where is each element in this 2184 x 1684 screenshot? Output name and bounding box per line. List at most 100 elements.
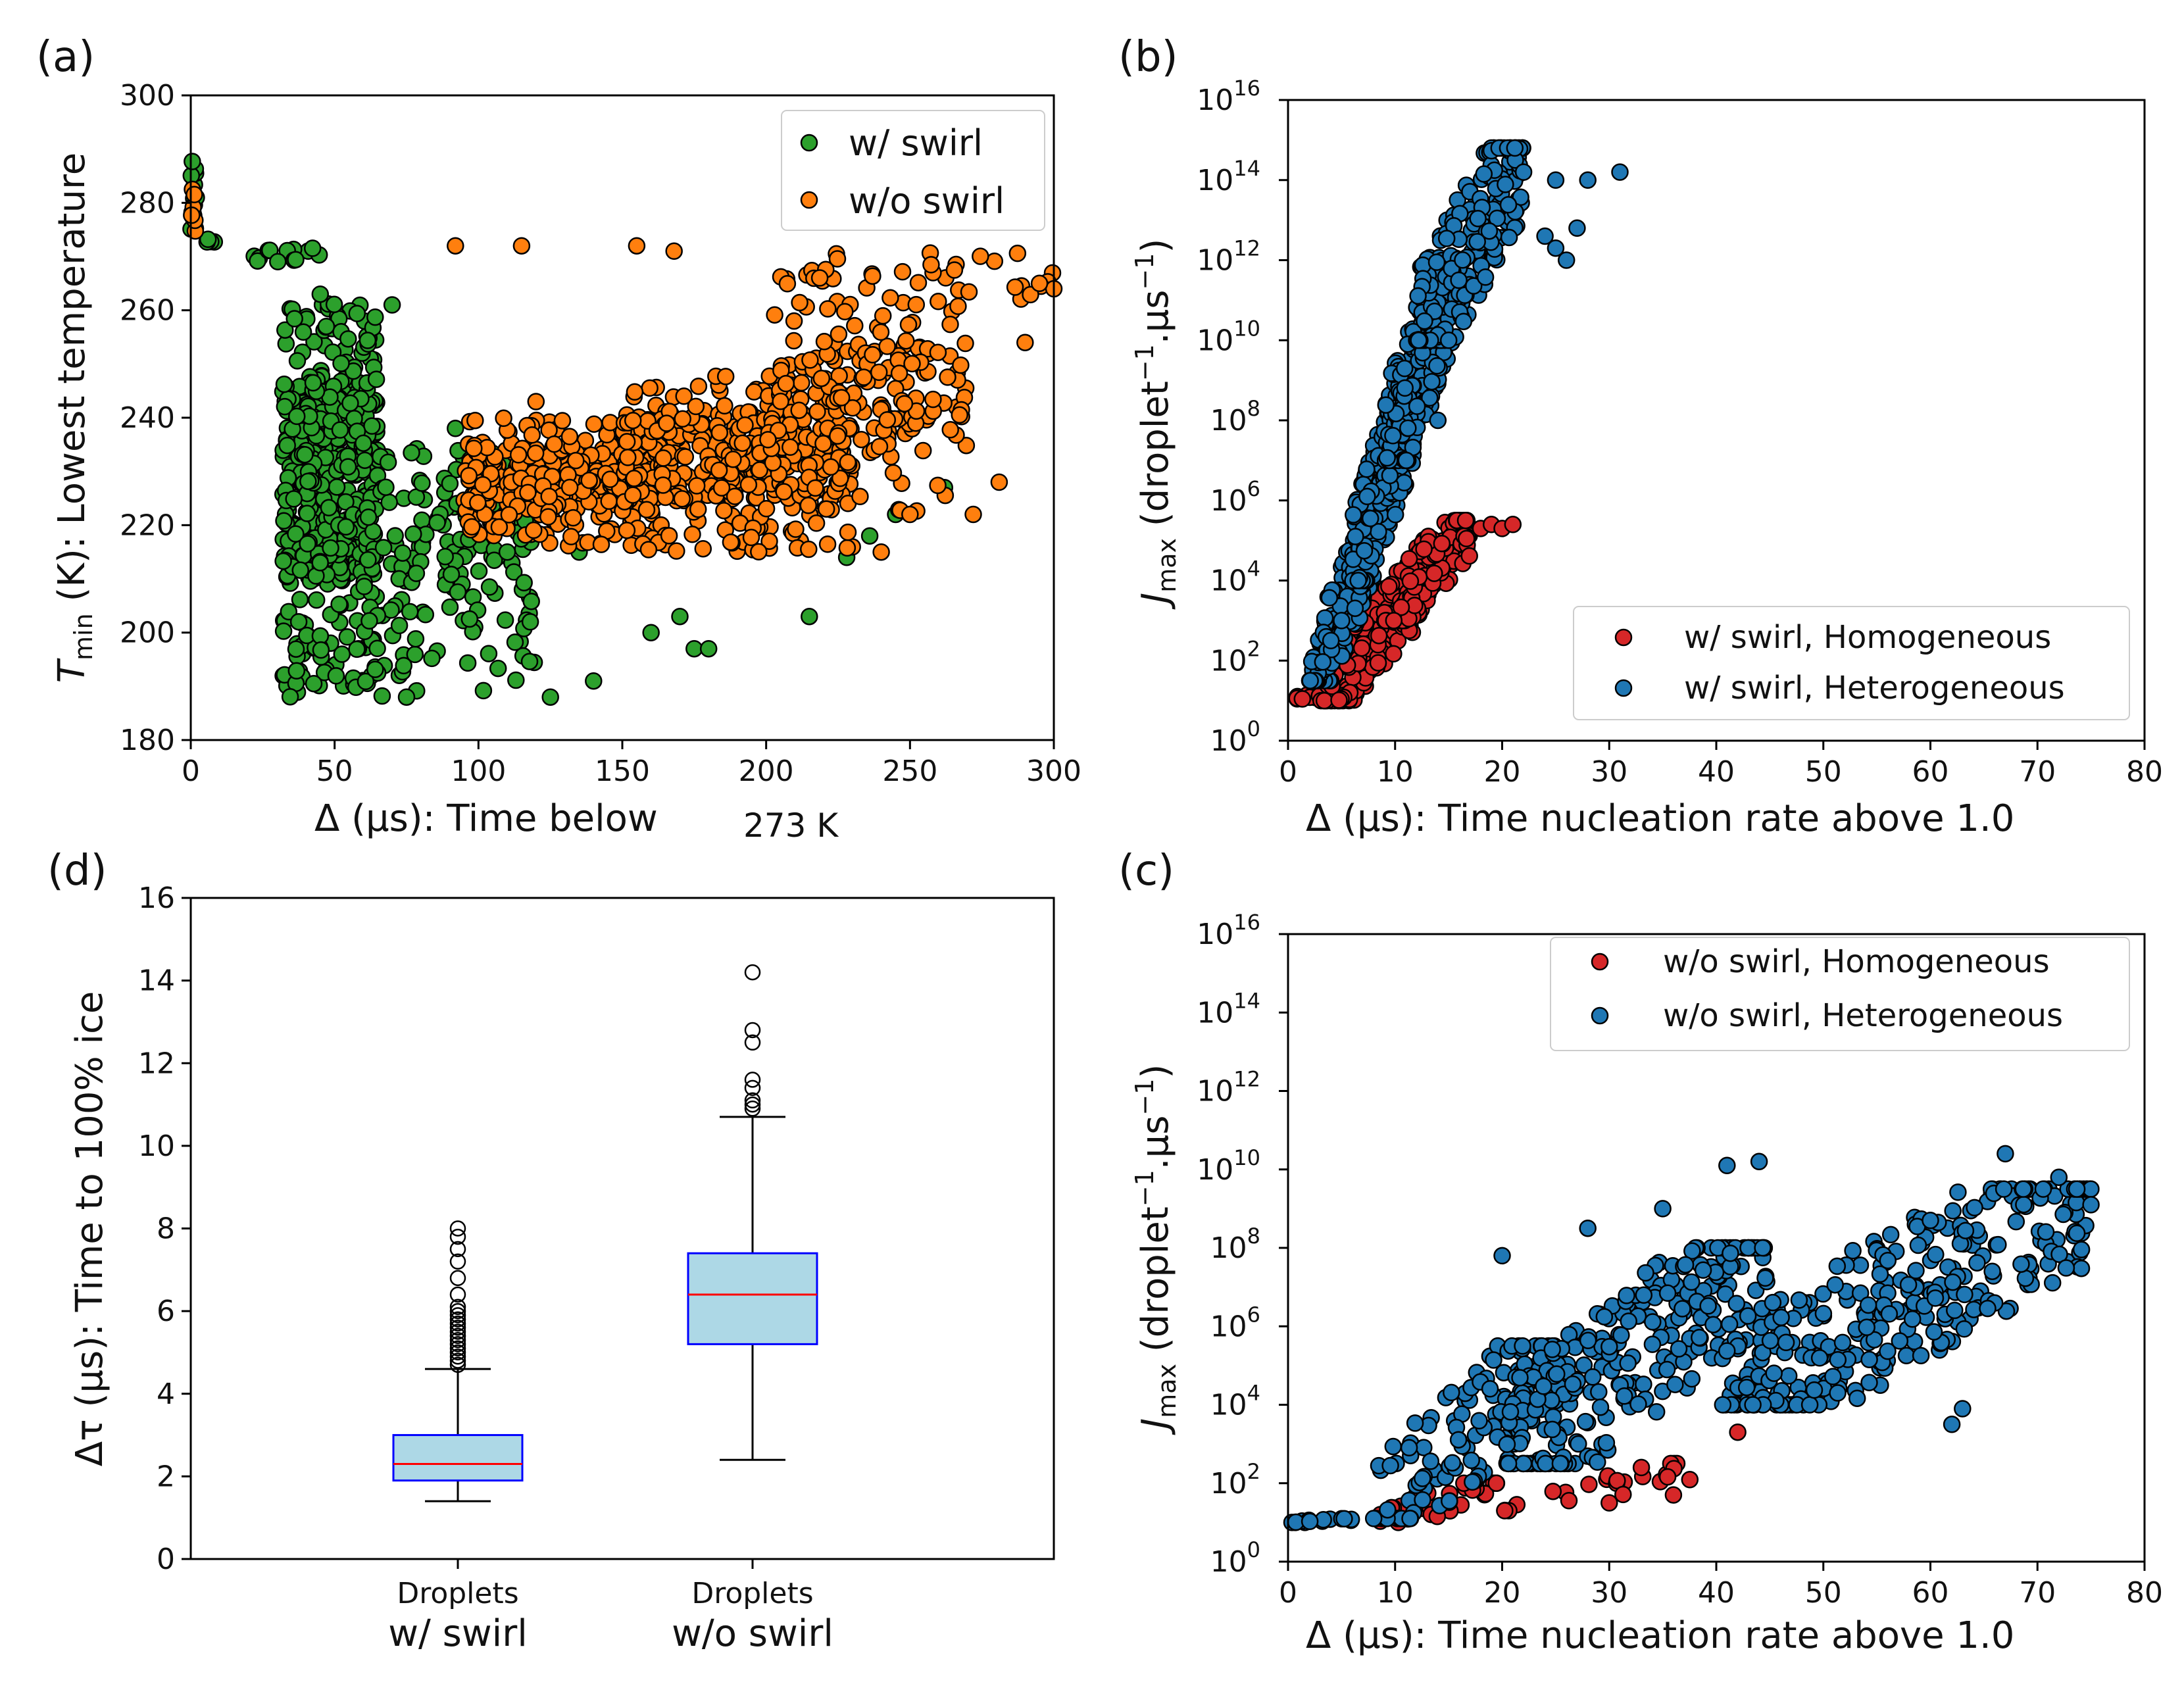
scatter-point	[1979, 1299, 1997, 1318]
scatter-point	[890, 364, 908, 382]
scatter-point	[860, 527, 879, 545]
y-tick-base: 10	[1197, 996, 1233, 1029]
scatter-point	[460, 610, 479, 628]
panel-a-tag: (a)	[36, 33, 95, 82]
scatter-point	[322, 539, 339, 557]
scatter-point	[671, 607, 689, 626]
outlier	[449, 1286, 466, 1303]
scatter-point	[466, 411, 484, 430]
scatter-point	[785, 312, 803, 330]
scatter-point	[298, 505, 316, 522]
scatter-point	[1514, 1337, 1531, 1355]
scatter-point	[1619, 1354, 1637, 1372]
panel-b-plot-area	[1288, 139, 1629, 710]
scatter-point	[1316, 609, 1334, 627]
scatter-point	[1654, 1200, 1672, 1218]
scatter-point	[311, 285, 330, 303]
scatter-point	[355, 578, 373, 595]
scatter-point	[1714, 1396, 1732, 1414]
panel-a-frame	[189, 94, 1055, 741]
scatter-point	[1729, 1423, 1747, 1441]
x-tick-label: 10	[1377, 1576, 1414, 1610]
scatter-point	[1544, 1482, 1562, 1500]
outlier	[449, 1253, 466, 1270]
scatter-point	[1410, 332, 1427, 349]
scatter-point	[1470, 1412, 1488, 1430]
scatter-point	[401, 603, 419, 621]
scatter-point	[739, 476, 758, 494]
scatter-point	[1449, 1431, 1468, 1449]
series-1	[183, 180, 1063, 561]
scatter-point	[1575, 1356, 1593, 1374]
scatter-point	[785, 332, 803, 350]
y-tick-label: 10	[138, 1129, 175, 1163]
scatter-point	[1676, 1256, 1695, 1274]
scatter-point	[1399, 419, 1417, 437]
scatter-point	[1805, 1381, 1824, 1399]
scatter-point	[1381, 1456, 1399, 1475]
scatter-point	[374, 539, 393, 557]
y-tick-exp: 0	[1247, 1537, 1260, 1562]
y-tick-exp: 6	[1247, 1302, 1260, 1327]
scatter-point	[665, 242, 683, 260]
y-tick-base: 10	[1210, 1467, 1247, 1500]
scatter-point	[1949, 1183, 1967, 1201]
scatter-point	[1443, 1383, 1460, 1402]
panel-c: (c) 0 10 20 30 40 50 60 70 80 100102104106108101…	[1118, 847, 2163, 1657]
scatter-point	[348, 640, 366, 658]
scatter-point	[285, 490, 303, 508]
scatter-point	[1421, 389, 1439, 407]
scatter-point	[275, 512, 293, 530]
scatter-point	[1681, 1471, 1699, 1489]
y-tick-label: 200	[120, 616, 175, 650]
scatter-point	[274, 622, 293, 640]
scatter-point	[1008, 244, 1027, 262]
scatter-point	[367, 370, 385, 388]
scatter-point	[1966, 1199, 1983, 1217]
scatter-point	[626, 383, 644, 401]
scatter-point	[601, 470, 619, 488]
y-tick-exp: 16	[1233, 910, 1260, 935]
scatter-point	[831, 469, 849, 487]
scatter-point	[668, 542, 685, 560]
outlier	[449, 1228, 466, 1245]
scatter-point	[839, 523, 857, 541]
scatter-point	[1497, 176, 1514, 193]
scatter-point	[567, 451, 585, 470]
panel-a-ylabel-rest: (K): Lowest temperature	[51, 153, 93, 614]
scatter-point	[853, 430, 870, 449]
y-tick-label: 1012	[1197, 236, 1260, 278]
y-tick-base: 10	[1210, 564, 1247, 598]
outlier	[449, 1311, 466, 1327]
scatter-point	[1462, 1451, 1480, 1470]
y-tick-label: 260	[120, 294, 175, 328]
scatter-point	[895, 395, 914, 412]
scatter-point	[722, 533, 740, 551]
scatter-point	[1022, 285, 1039, 304]
outlier	[744, 1072, 761, 1088]
outlier	[449, 1356, 466, 1374]
scatter-point	[356, 451, 374, 469]
scatter-point	[490, 518, 509, 536]
scatter-point	[1658, 1360, 1676, 1379]
scatter-point	[872, 323, 890, 341]
scatter-point	[1871, 1265, 1889, 1283]
panel-c-ylabel: Jmax (droplet−1.μs−1)	[1130, 1064, 1181, 1436]
panel-a-legend-0: w/ swirl	[849, 122, 983, 164]
scatter-point	[1722, 1244, 1739, 1262]
panel-a-legend-1: w/o swirl	[849, 180, 1005, 222]
scatter-point	[799, 497, 818, 514]
scatter-point	[694, 539, 712, 558]
scatter-point	[1347, 528, 1364, 545]
scatter-point	[945, 261, 964, 279]
scatter-point	[855, 368, 873, 386]
scatter-point	[1346, 599, 1364, 617]
scatter-point	[348, 305, 366, 322]
scatter-point	[305, 333, 323, 351]
scatter-point	[801, 351, 819, 369]
scatter-point	[1320, 589, 1339, 607]
scatter-point	[540, 487, 558, 505]
scatter-point	[1658, 1468, 1677, 1486]
outlier	[744, 1101, 761, 1117]
scatter-point	[814, 435, 832, 453]
